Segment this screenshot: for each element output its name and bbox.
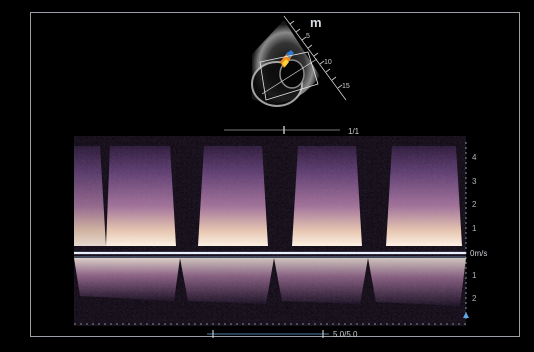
velocity-tick-neg2: 2 bbox=[472, 294, 477, 303]
sample-box bbox=[259, 51, 319, 101]
velocity-tick-3: 3 bbox=[472, 177, 477, 186]
display-frame bbox=[30, 12, 520, 337]
mode-indicator: m bbox=[310, 15, 322, 30]
velocity-tick-neg1: 1 bbox=[472, 271, 477, 280]
velocity-tick-2: 2 bbox=[472, 200, 477, 209]
depth-15: 15 bbox=[342, 83, 350, 90]
frame-counter: 1/1 bbox=[348, 127, 360, 136]
velocity-tick-4: 4 bbox=[472, 153, 477, 162]
scale-readout: 5.0/5.0 bbox=[333, 330, 358, 339]
depth-5: 5 bbox=[306, 33, 310, 40]
depth-scale bbox=[283, 15, 347, 101]
baseline-marker bbox=[463, 312, 469, 318]
zero-velocity-label: 0m/s bbox=[470, 249, 488, 258]
depth-10: 10 bbox=[324, 59, 332, 66]
echo-2d-view: 5 10 15 bbox=[224, 15, 350, 134]
scroll-indicator bbox=[207, 330, 329, 338]
doppler-spectrum bbox=[74, 136, 469, 326]
doppler-cursor-line bbox=[261, 58, 318, 95]
velocity-tick-1: 1 bbox=[472, 224, 477, 233]
